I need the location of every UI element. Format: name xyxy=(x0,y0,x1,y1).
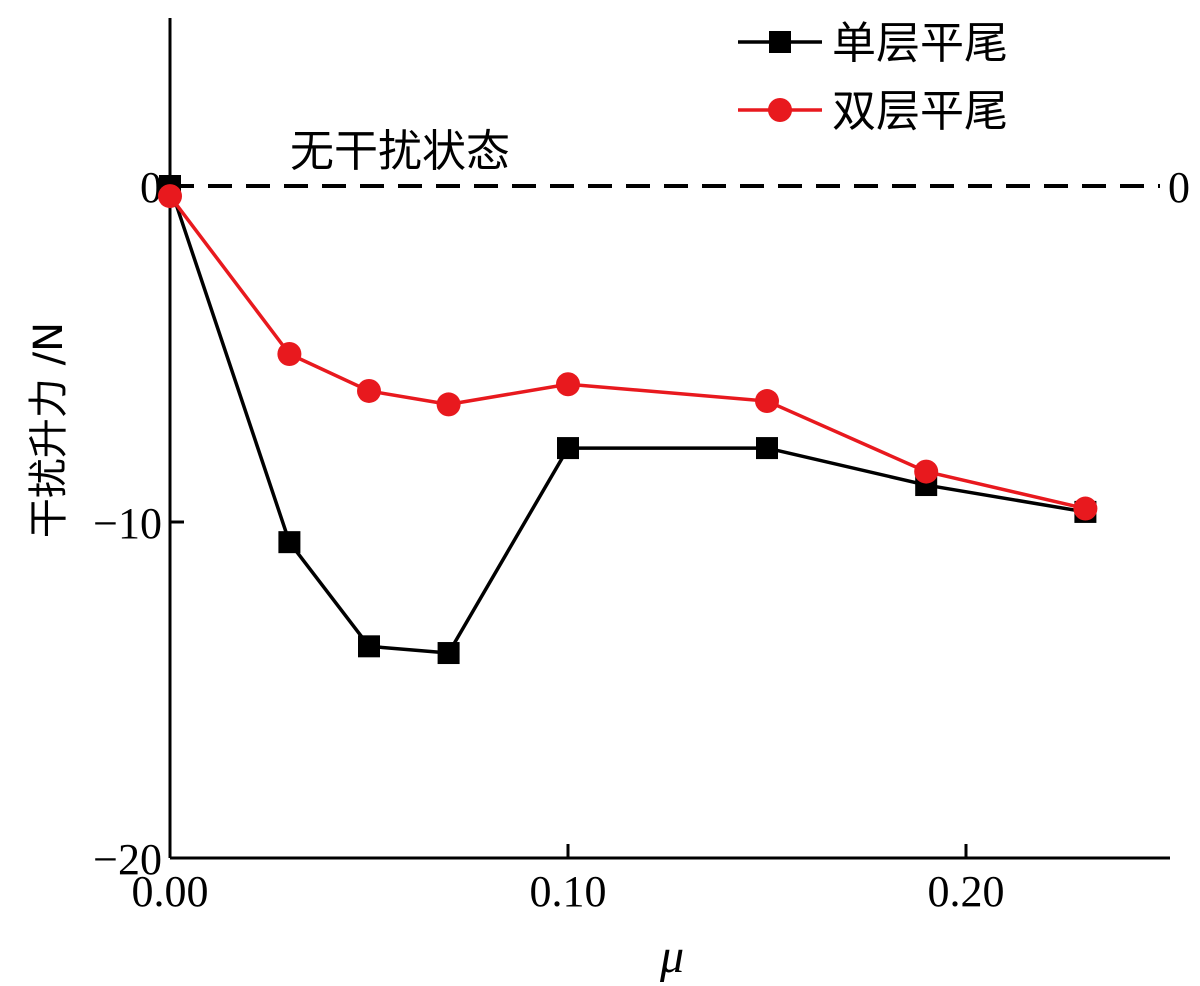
reference-line-label: 无干扰状态 xyxy=(290,126,510,177)
y-tick-label: 0 xyxy=(140,163,162,212)
data-point-square xyxy=(358,635,380,658)
x-tick-label: 0.00 xyxy=(132,867,209,916)
data-point-circle xyxy=(158,184,182,209)
data-point-circle xyxy=(556,372,580,397)
reference-line-group: 无干扰状态 0 xyxy=(170,126,1190,212)
legend-marker-square xyxy=(769,31,791,53)
series-2 xyxy=(158,184,1098,521)
legend-item-1: 单层平尾 xyxy=(738,18,1008,69)
data-point-square xyxy=(756,437,778,460)
data-point-square xyxy=(278,531,301,554)
series-line xyxy=(168,195,1086,511)
legend-label: 双层平尾 xyxy=(832,86,1008,137)
legend-marker-circle xyxy=(768,98,792,122)
y-tick-label: −20 xyxy=(93,835,162,884)
y-ticks: 0 −10 −20 xyxy=(93,163,184,884)
legend-label: 单层平尾 xyxy=(832,18,1008,69)
data-point-circle xyxy=(436,392,461,417)
data-point-circle xyxy=(1073,496,1098,521)
x-tick-label: 0.10 xyxy=(530,867,607,916)
data-point-square xyxy=(557,437,579,460)
y-axis-title: 干扰升力 /N xyxy=(26,322,72,538)
legend-item-2: 双层平尾 xyxy=(738,86,1008,137)
x-ticks: 0.00 0.10 0.20 xyxy=(132,844,1005,916)
series-line xyxy=(168,185,1086,655)
x-axis-title: μ xyxy=(659,930,684,983)
data-point-circle xyxy=(755,389,779,414)
data-point-circle xyxy=(277,342,302,366)
reference-line-right-label: 0 xyxy=(1168,163,1190,212)
x-tick-label: 0.20 xyxy=(928,867,1005,916)
data-point-circle xyxy=(914,459,939,484)
series-1 xyxy=(159,175,1097,665)
data-point-circle xyxy=(357,378,381,403)
data-point-square xyxy=(437,642,460,665)
y-tick-label: −10 xyxy=(93,499,162,548)
series-group xyxy=(158,175,1098,665)
plot-area xyxy=(168,18,1170,860)
